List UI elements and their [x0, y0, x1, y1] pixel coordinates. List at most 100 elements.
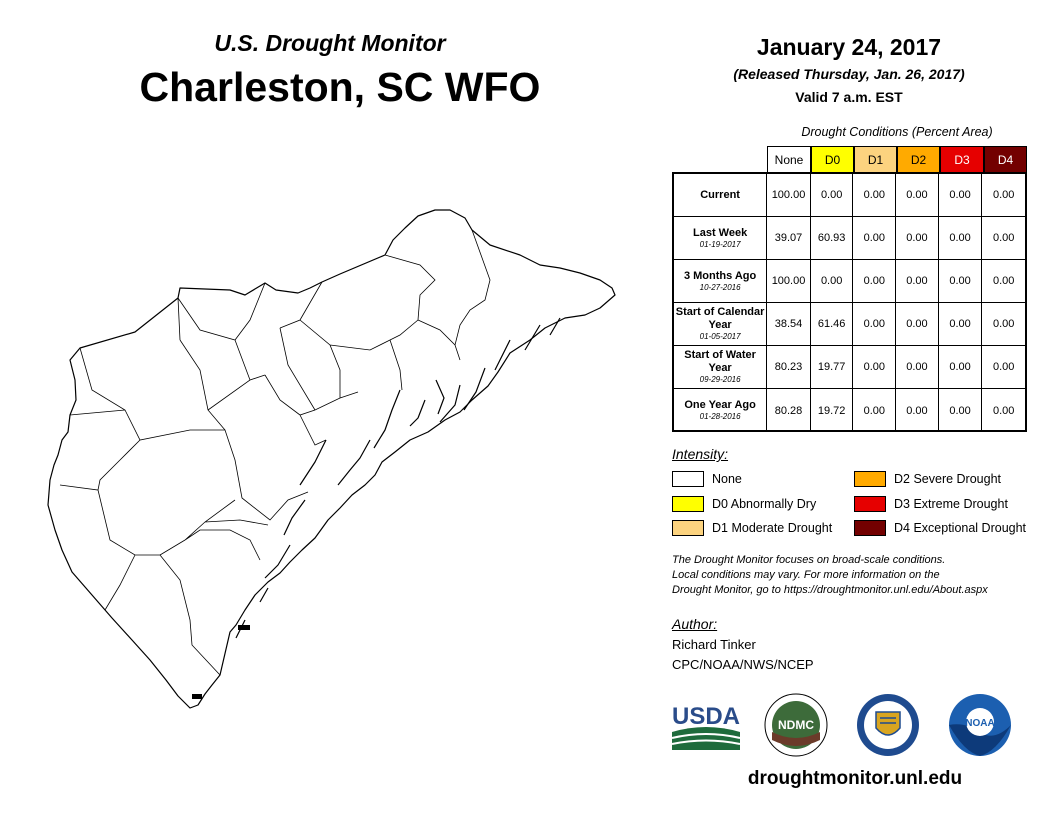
table-title: Drought Conditions (Percent Area): [801, 125, 993, 139]
drought-table: Current 100.00 0.00 0.00 0.00 0.00 0.00 Last We…: [672, 172, 1027, 432]
legend-title: Intensity:: [672, 446, 729, 462]
info-note-line: The Drought Monitor focuses on broad-sca…: [672, 554, 946, 566]
table-header-d4: D4: [984, 146, 1027, 173]
table-cell: 0.00: [939, 389, 983, 432]
table-row: 3 Months Ago 10-27-2016 100.00 0.00 0.00 0.00…: [674, 260, 1025, 303]
table-cell: 19.77: [811, 346, 854, 388]
table-cell: 0.00: [992, 404, 1015, 417]
table-header-d1: D1: [854, 146, 897, 173]
usda-logo-text: USDA: [672, 703, 740, 730]
author-org: CPC/NOAA/NWS/NCEP: [672, 657, 814, 672]
table-cell: 100.00: [767, 174, 811, 216]
wfo-outline: [47, 209, 616, 709]
table-header-d0: D0: [811, 146, 854, 173]
table-cell: 0.00: [896, 346, 939, 388]
table-cell: 0.00: [896, 389, 939, 432]
legend-label: None: [712, 472, 742, 486]
table-cell: 0.00: [853, 260, 897, 302]
row-label-date: 01-28-2016: [699, 412, 741, 421]
noaa-logo[interactable]: NOAA: [944, 692, 1016, 758]
table-cell: 0.00: [811, 174, 854, 216]
table-cell: 0.00: [939, 303, 983, 345]
row-label-text: One Year Ago: [684, 399, 756, 411]
table-row: Start of Calendar Year 01-05-2017 38.54 61.…: [674, 303, 1025, 346]
table-row: Start of Water Year 09-29-2016 80.23 19.77 0…: [674, 346, 1025, 389]
legend-item: None: [672, 471, 742, 487]
legend-swatch: [672, 496, 704, 512]
table-cell: 39.07: [767, 217, 811, 259]
author-heading: Author:: [672, 616, 718, 632]
legend-label: D4 Exceptional Drought: [894, 521, 1027, 535]
table-header-d3: D3: [940, 146, 984, 173]
county-lines: [59, 229, 491, 676]
legend-label: D0 Abnormally Dry: [712, 497, 817, 511]
table-cell: 0.00: [853, 346, 897, 388]
legend-item: D3 Extreme Drought: [854, 496, 1008, 512]
legend-swatch: [854, 496, 886, 512]
legend-swatch: [672, 471, 704, 487]
coast-marker: [238, 625, 250, 630]
legend-item: D1 Moderate Drought: [672, 520, 832, 536]
table-cell: 0.00: [939, 217, 983, 259]
row-label: Current: [674, 174, 768, 216]
noaa-logo-text: NOAA: [965, 718, 994, 729]
legend-item: D2 Severe Drought: [854, 471, 1001, 487]
map-date: January 24, 2017: [756, 34, 942, 60]
row-label-text: 3 Months Ago: [683, 269, 757, 282]
table-cell: 38.54: [767, 303, 811, 345]
table-cell: 0.00: [896, 174, 939, 216]
website-link[interactable]: droughtmonitor.unl.edu: [747, 768, 963, 789]
table-cell: 0.00: [853, 174, 897, 216]
row-label-date: 10-27-2016: [699, 282, 741, 292]
table-cell: 0.00: [853, 217, 897, 259]
row-label-text: Current: [700, 188, 740, 201]
row-label-text: Start of Calendar Year: [675, 306, 765, 331]
table-cell: 0.00: [896, 303, 939, 345]
row-label: One Year Ago 01-28-2016: [674, 389, 768, 432]
map-subtitle: U.S. Drought Monitor: [214, 30, 446, 56]
table-cell: 61.46: [811, 303, 854, 345]
commerce-seal-logo[interactable]: [852, 692, 924, 758]
ndmc-logo[interactable]: NDMC: [760, 692, 832, 758]
table-cell: 0.00: [896, 260, 939, 302]
table-cell: 0.00: [811, 260, 854, 302]
row-label-text: Start of Water Year: [684, 349, 756, 374]
table-cell: 80.23: [767, 346, 811, 388]
table-row: One Year Ago 01-28-2016 80.28 19.72 0.00 0.00…: [674, 389, 1025, 432]
table-cell: 0.00: [853, 389, 897, 432]
row-label: Start of Calendar Year 01-05-2017: [674, 303, 768, 345]
table-cell: 0.00: [939, 346, 983, 388]
info-note-line[interactable]: Drought Monitor, go to https://droughtmo…: [672, 584, 988, 596]
coast-marker-2: [192, 694, 202, 699]
legend-swatch: [854, 520, 886, 536]
table-row: Last Week 01-19-2017 39.07 60.93 0.00 0.00 0.0…: [674, 217, 1025, 260]
table-cell: 100.00: [767, 260, 811, 302]
table-cell: 0.00: [939, 174, 983, 216]
table-cell: 0.00: [939, 260, 983, 302]
info-note: The Drought Monitor focuses on broad-sca…: [672, 553, 1042, 598]
legend-item: D4 Exceptional Drought: [854, 520, 1026, 536]
row-label: Last Week 01-19-2017: [674, 217, 768, 259]
legend-label: D1 Moderate Drought: [712, 521, 833, 535]
region-title: Charleston, SC WFO: [139, 64, 541, 110]
table-cell: 0.00: [896, 217, 939, 259]
legend-swatch: [672, 520, 704, 536]
row-label-date: 01-05-2017: [699, 332, 741, 341]
author-name: Richard Tinker: [672, 637, 756, 652]
table-cell: 80.28: [767, 389, 811, 432]
row-label: Start of Water Year 09-29-2016: [674, 346, 768, 388]
table-cell: 0.00: [992, 361, 1015, 373]
legend-label: D3 Extreme Drought: [894, 497, 1008, 511]
table-header-d2: D2: [897, 146, 940, 173]
valid-time: Valid 7 a.m. EST: [795, 89, 903, 105]
table-header-none: None: [767, 146, 811, 173]
info-note-line: Local conditions may vary. For more info…: [672, 569, 940, 581]
row-label: 3 Months Ago 10-27-2016: [674, 260, 768, 302]
release-date: (Released Thursday, Jan. 26, 2017): [733, 66, 965, 82]
table-cell: 19.72: [811, 389, 854, 432]
legend-swatch: [854, 471, 886, 487]
row-label-date: 09-29-2016: [699, 375, 741, 384]
table-cell: 0.00: [992, 189, 1015, 201]
usda-logo[interactable]: USDA: [670, 692, 742, 758]
row-label-date: 01-19-2017: [699, 239, 741, 249]
